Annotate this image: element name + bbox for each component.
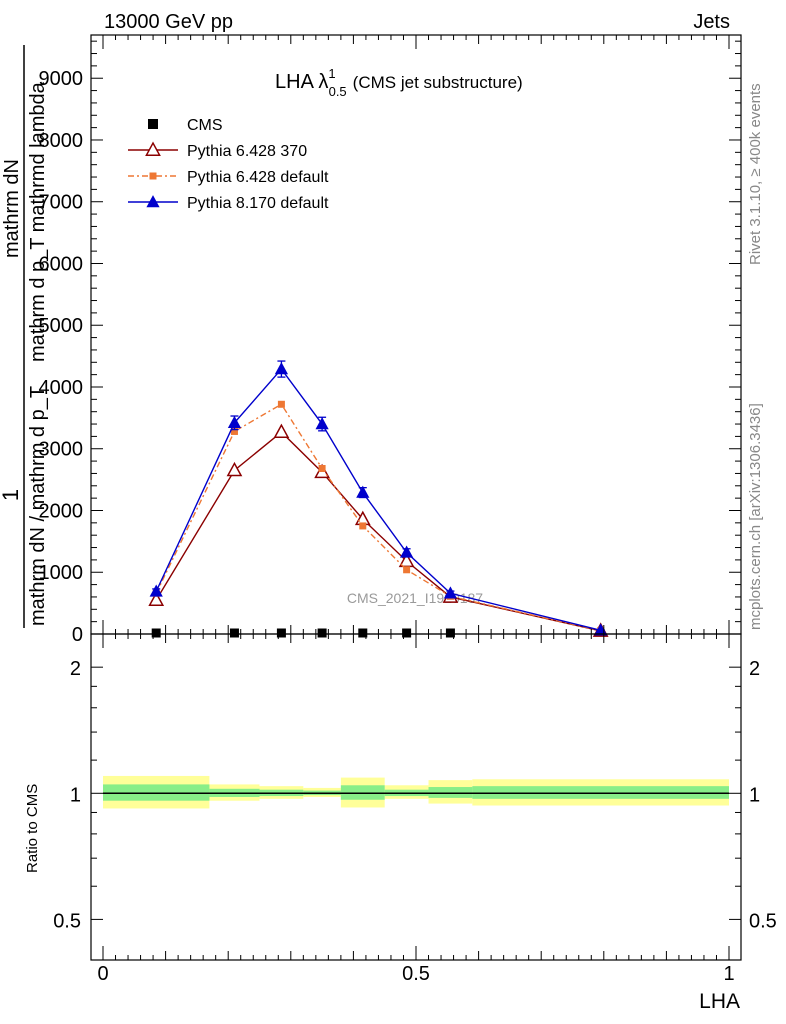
ratio-ylabel: Ratio to CMS <box>24 784 41 873</box>
ylabel-inner-numerator: mathrm dN <box>1 159 23 258</box>
main-ytick-label: 0 <box>72 624 83 646</box>
data-point <box>358 628 368 638</box>
ratio-xtick-label: 0 <box>97 963 108 985</box>
data-point <box>403 566 411 574</box>
ylabel-numerator-one: 1 <box>0 489 23 501</box>
data-point <box>315 417 329 430</box>
legend-item: Pythia 8.170 default <box>128 195 329 212</box>
data-point <box>148 591 165 606</box>
ratio-ytick-label-right: 1 <box>749 784 760 806</box>
data-point <box>227 415 242 429</box>
data-point <box>226 461 243 477</box>
ratio-ytick-label-right: 2 <box>749 658 760 680</box>
data-point <box>229 628 239 638</box>
data-point <box>273 423 290 439</box>
series-line <box>155 367 601 631</box>
ratio-ytick-label-right: 0.5 <box>749 910 777 932</box>
main-ytick-label: 1000 <box>39 562 84 584</box>
data-point <box>445 628 455 638</box>
header-left: 13000 GeV pp <box>104 11 233 33</box>
main-ytick-label: 4000 <box>39 377 84 399</box>
main-ytick-label: 5000 <box>39 315 84 337</box>
data-point <box>400 545 414 558</box>
data-point <box>277 400 285 408</box>
data-point <box>230 427 238 435</box>
main-ytick-label: 8000 <box>39 130 84 152</box>
main-ytick-label: 2000 <box>39 500 84 522</box>
xlabel: LHA <box>699 990 740 1013</box>
legend-label: Pythia 8.170 default <box>187 195 329 212</box>
data-point <box>151 628 161 638</box>
header-right: Jets <box>693 11 730 33</box>
ratio-xtick-label: 1 <box>723 963 734 985</box>
ylabel-denominator: mathrm dN / mathrm d p_T <box>27 386 49 626</box>
ratio-ytick-label: 2 <box>70 658 81 680</box>
main-ytick-label: 7000 <box>39 192 84 214</box>
ratio-band-inner <box>472 786 729 799</box>
series-line <box>155 403 601 632</box>
ylabel-inner-denominator: mathrm d p_T mathrmd lambda <box>27 81 49 362</box>
legend: CMS Pythia 6.428 370 Pythia 6.428 default P… <box>128 117 329 212</box>
legend-marker <box>149 172 157 180</box>
data-point <box>359 522 367 530</box>
main-ytick-label: 9000 <box>39 68 84 90</box>
series-3 <box>149 360 608 636</box>
ratio-band-inner <box>428 787 473 798</box>
legend-label: Pythia 6.428 default <box>187 169 329 186</box>
legend-label: CMS <box>187 117 223 134</box>
ratio-plot: 0.5 0.5 1 1 2 2 0 0.5 1 Ratio to CMS LHA <box>24 633 777 1013</box>
ratio-xtick-label: 0.5 <box>402 963 430 985</box>
legend-item: Pythia 6.428 370 <box>128 141 307 160</box>
series-line <box>155 431 601 632</box>
mcplots-label: mcplots.cern.ch [arXiv:1306.3436] <box>747 403 764 630</box>
data-point <box>149 584 163 597</box>
plot-title: LHA λ1 0.5 (CMS jet substructure) <box>275 66 523 99</box>
main-ylabel: 1 mathrm dN / mathrm d p_T mathrm dN mat… <box>0 45 49 628</box>
legend-item: CMS <box>148 117 223 134</box>
data-point <box>274 362 289 375</box>
data-point <box>318 465 326 473</box>
main-plot: CMS_2021_I1920187 0 1000 2000 3000 4000 5000 6… <box>0 34 742 646</box>
main-ytick-label: 6000 <box>39 253 84 275</box>
data-point <box>276 628 286 638</box>
data-point <box>356 485 370 498</box>
data-point <box>317 628 327 638</box>
series-0 <box>151 628 455 638</box>
rivet-label: Rivet 3.1.10, ≥ 400k events <box>747 83 764 265</box>
watermark: CMS_2021_I1920187 <box>347 590 483 606</box>
legend-item: Pythia 6.428 default <box>128 169 329 186</box>
ratio-band-inner <box>340 785 385 800</box>
legend-label: Pythia 6.428 370 <box>187 143 307 160</box>
main-ytick-label: 3000 <box>39 439 84 461</box>
ratio-ytick-label: 1 <box>70 784 81 806</box>
legend-marker <box>148 119 158 129</box>
ratio-ytick-label: 0.5 <box>53 910 81 932</box>
legend-marker <box>146 195 160 208</box>
data-point <box>402 628 412 638</box>
data-point <box>443 586 458 599</box>
legend-marker <box>145 141 161 156</box>
